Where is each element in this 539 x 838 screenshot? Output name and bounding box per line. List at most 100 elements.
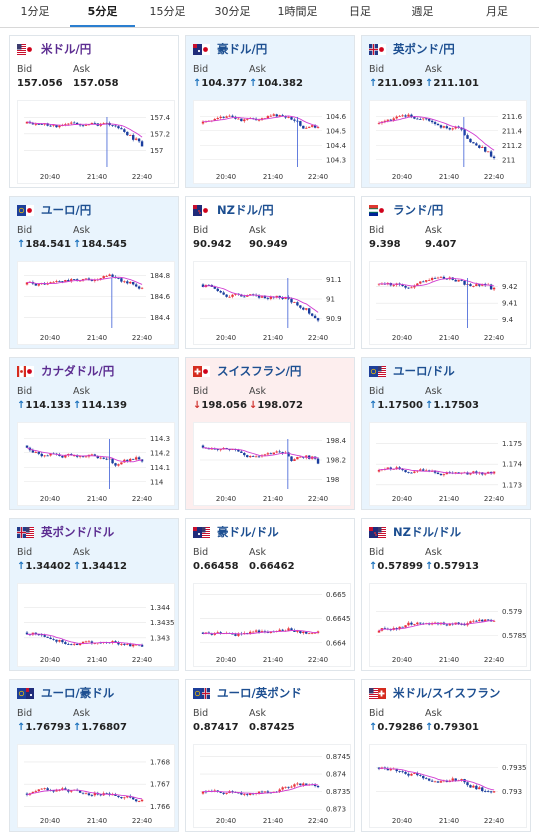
candle-body <box>287 628 290 631</box>
tab-timeframe-4[interactable]: 1時間足 <box>277 5 318 18</box>
pair-name-link[interactable]: ユーロ/豪ドル <box>41 686 115 700</box>
candle-body <box>407 622 410 626</box>
candle-body <box>84 793 88 795</box>
chart-svg: 211.6 211.4 211.2 211 20:40 21:40 22:40 <box>376 113 523 181</box>
pair-name-link[interactable]: ユーロ/ドル <box>393 364 455 378</box>
rate-card-nz-us[interactable]: NZドル/ドル Bid Ask ↑0.57899 ↑0.57913 0.579 0.5785… <box>361 518 531 671</box>
rate-card-au-jp[interactable]: 豪ドル/円 Bid Ask ↑104.377 ↑104.382 104.6 104.5 104… <box>185 35 355 188</box>
candle-body <box>231 791 234 793</box>
candle-body <box>111 125 114 126</box>
candle-body <box>269 631 273 633</box>
candlestick-chart[interactable]: 1.768 1.767 1.766 20:40 21:40 22:40 <box>17 744 175 828</box>
candle-body <box>398 771 401 772</box>
candlestick-chart[interactable]: 1.344 1.3435 1.343 20:40 21:40 22:40 <box>17 583 175 667</box>
tab-timeframe-1[interactable]: 5分足 <box>70 0 135 27</box>
rate-card-ca-jp[interactable]: カナダドル/円 Bid Ask ↑114.133 ↑114.139 114.3 114.2 1… <box>9 357 179 510</box>
tab-timeframe-0[interactable]: 1分足 <box>20 5 50 18</box>
candle-body <box>472 142 475 144</box>
candle-body <box>243 794 246 796</box>
arrow-up-icon: ↑ <box>73 722 82 733</box>
rate-card-eu-jp[interactable]: ユーロ/円 Bid Ask ↑184.541 ↑184.545 184.8 184.6 184… <box>9 196 179 349</box>
candlestick-chart[interactable]: 0.665 0.6645 0.664 20:40 21:40 22:40 <box>193 583 351 667</box>
candle-body <box>469 621 472 624</box>
pair-name-link[interactable]: 米ドル/スイスフラン <box>393 686 501 700</box>
rate-card-au-us[interactable]: 豪ドル/ドル Bid Ask 0.66458 0.66462 0.665 0.6645 0.6… <box>185 518 355 671</box>
candlestick-chart[interactable]: 114.3 114.2 114.1 114 20:40 21:40 22:40 <box>17 422 175 506</box>
rate-card-gb-us[interactable]: 英ポンド/ドル Bid Ask ↑1.34402 ↑1.34412 1.344 1.3435… <box>9 518 179 671</box>
candlestick-chart[interactable]: 0.7935 0.793 20:40 21:40 22:40 <box>369 744 527 828</box>
chart-y-tick: 114.2 <box>150 449 170 457</box>
chart-x-tick: 20:40 <box>392 656 412 664</box>
candle-body <box>251 456 255 457</box>
candlestick-chart[interactable]: 1.175 1.174 1.173 20:40 21:40 22:40 <box>369 422 527 506</box>
rate-card-us-ch[interactable]: 米ドル/スイスフラン Bid Ask ↑0.79286 ↑0.79301 0.7935 0.… <box>361 679 531 832</box>
candlestick-chart[interactable]: 198.4 198.2 198 20:40 21:40 22:40 <box>193 422 351 506</box>
moving-average-line <box>378 468 495 474</box>
candle-body <box>64 455 67 458</box>
candlestick-chart[interactable]: 157.4 157.2 157 20:40 21:40 22:40 <box>17 100 175 184</box>
candlestick-chart[interactable]: 184.8 184.6 184.4 20:40 21:40 22:40 <box>17 261 175 345</box>
candle-body <box>140 799 144 802</box>
candle-body <box>34 452 38 453</box>
pair-name-link[interactable]: スイスフラン/円 <box>217 364 302 378</box>
rate-card-nz-jp[interactable]: NZドル/円 Bid Ask 90.942 90.949 91.1 91 90.9 20:40 2… <box>185 196 355 349</box>
pair-name-link[interactable]: 英ポンド/ドル <box>41 525 115 539</box>
candle-body <box>278 451 281 453</box>
rate-card-eu-us[interactable]: ユーロ/ドル Bid Ask ↑1.17500 ↑1.17503 1.175 1.174 1.… <box>361 357 531 510</box>
candle-body <box>422 775 425 779</box>
tab-timeframe-5[interactable]: 日足 <box>349 5 371 18</box>
candle-body <box>64 788 67 790</box>
pair-name-link[interactable]: ユーロ/英ポンド <box>217 686 302 700</box>
arrow-up-icon: ↑ <box>369 561 378 572</box>
pair-name-link[interactable]: 英ポンド/円 <box>393 42 455 56</box>
bid-value-container: ↑211.093 <box>369 78 423 89</box>
candle-body <box>484 146 487 152</box>
candle-body <box>436 781 440 783</box>
tab-timeframe-2[interactable]: 15分足 <box>149 5 186 18</box>
pair-name-link[interactable]: 豪ドル/円 <box>217 42 268 56</box>
candlestick-chart[interactable]: 0.8745 0.874 0.8735 0.873 20:40 21:40 22:40 <box>193 744 351 828</box>
chart-svg: 1.768 1.767 1.766 20:40 21:40 22:40 <box>24 758 171 825</box>
arrow-up-icon: ↑ <box>193 78 202 89</box>
candle-body <box>445 624 449 626</box>
pair-name-link[interactable]: NZドル/ドル <box>393 525 462 539</box>
pair-name-link[interactable]: ユーロ/円 <box>41 203 92 217</box>
candle-body <box>93 279 97 281</box>
rate-card-za-jp[interactable]: ランド/円 Bid Ask 9.398 9.407 9.42 9.41 9.4 20:40 21:… <box>361 196 531 349</box>
tab-timeframe-7[interactable]: 月足 <box>486 5 508 18</box>
bid-value-container: ↑0.57899 <box>369 561 423 572</box>
candle-body <box>126 459 129 461</box>
candle-body <box>70 279 73 282</box>
candlestick-chart[interactable]: 9.42 9.41 9.4 20:40 21:40 22:40 <box>369 261 527 345</box>
pair-name-link[interactable]: 豪ドル/ドル <box>217 525 279 539</box>
pair-name-link[interactable]: ランド/円 <box>393 203 444 217</box>
chart-y-tick: 1.3435 <box>150 619 174 627</box>
candle-body <box>422 281 425 283</box>
rate-card-ch-jp[interactable]: スイスフラン/円 Bid Ask ↓198.056 ↓198.072 198.4 198.2… <box>185 357 355 510</box>
pair-name-link[interactable]: 米ドル/円 <box>41 42 92 56</box>
candlestick-chart[interactable]: 91.1 91 90.9 20:40 21:40 22:40 <box>193 261 351 345</box>
candle-body <box>278 789 281 793</box>
candle-body <box>93 643 97 644</box>
candlestick-chart[interactable]: 0.579 0.5785 20:40 21:40 22:40 <box>369 583 527 667</box>
rate-card-eu-au[interactable]: ユーロ/豪ドル Bid Ask ↑1.76793 ↑1.76807 1.768 1.767 1… <box>9 679 179 832</box>
tab-timeframe-3[interactable]: 30分足 <box>214 5 251 18</box>
tab-timeframe-6[interactable]: 週足 <box>411 5 434 18</box>
pair-name-link[interactable]: NZドル/円 <box>217 203 274 217</box>
candle-body <box>392 285 395 286</box>
chart-y-tick: 114.1 <box>150 464 170 472</box>
candle-body <box>25 121 29 124</box>
candlestick-chart[interactable]: 211.6 211.4 211.2 211 20:40 21:40 22:40 <box>369 100 527 184</box>
candlestick-chart[interactable]: 104.6 104.5 104.4 104.3 20:40 21:40 22:40 <box>193 100 351 184</box>
rate-card-gb-jp[interactable]: 英ポンド/円 Bid Ask ↑211.093 ↑211.101 211.6 211.4 21… <box>361 35 531 188</box>
candle-body <box>478 145 481 148</box>
pair-name-link[interactable]: カナダドル/円 <box>41 364 115 378</box>
chart-svg: 157.4 157.2 157 20:40 21:40 22:40 <box>24 114 171 181</box>
candle-body <box>481 146 484 148</box>
candle-body <box>31 123 35 125</box>
rate-card-eu-gb[interactable]: ユーロ/英ポンド Bid Ask 0.87417 0.87425 0.8745 0.874 0… <box>185 679 355 832</box>
candle-body <box>401 771 404 773</box>
chart-y-tick: 9.41 <box>502 300 518 308</box>
bid-value: 184.541 <box>25 239 71 250</box>
rate-card-us-jp[interactable]: 米ドル/円 Bid Ask 157.056 157.058 157.4 157.2 157 20… <box>9 35 179 188</box>
